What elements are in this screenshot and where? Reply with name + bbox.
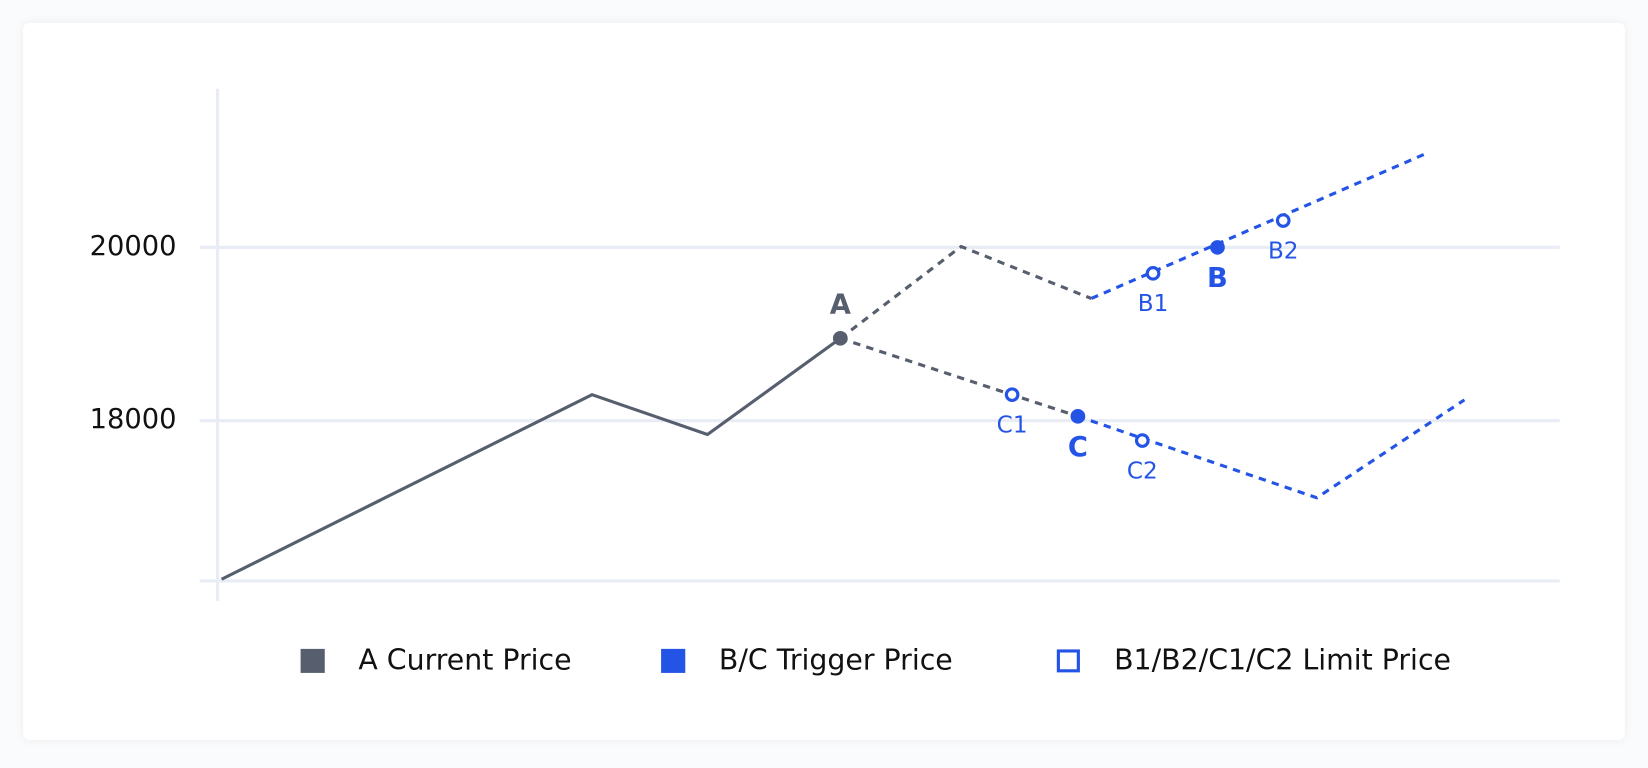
point (1070, 409, 1086, 424)
point-label: B1 (1138, 291, 1169, 317)
legend-swatch (300, 648, 325, 673)
point-label: B2 (1268, 238, 1299, 264)
legend-swatch (661, 648, 686, 673)
legend-label: B1/B2/C1/C2 Limit Price (1114, 643, 1451, 676)
point-label: C (1068, 432, 1088, 463)
point (1145, 266, 1161, 281)
point (1004, 387, 1020, 402)
point (1210, 240, 1225, 255)
legend-swatch (1056, 649, 1080, 673)
legend-label: A Current Price (358, 643, 571, 676)
point (1134, 433, 1150, 448)
card (23, 22, 1625, 740)
point-label: A (830, 290, 851, 321)
y-tick-label: 20000 (90, 231, 177, 262)
point (832, 331, 848, 346)
point-label: C2 (1127, 458, 1158, 484)
line-segment (839, 336, 1079, 418)
line-segment (1077, 398, 1466, 500)
legend-label: B/C Trigger Price (719, 643, 953, 676)
y-tick-label: 18000 (90, 404, 177, 435)
line-segment (220, 337, 842, 581)
point (1275, 213, 1291, 228)
point-label: B (1207, 263, 1228, 294)
point-label: C1 (997, 413, 1028, 439)
line-segment (839, 244, 1092, 340)
